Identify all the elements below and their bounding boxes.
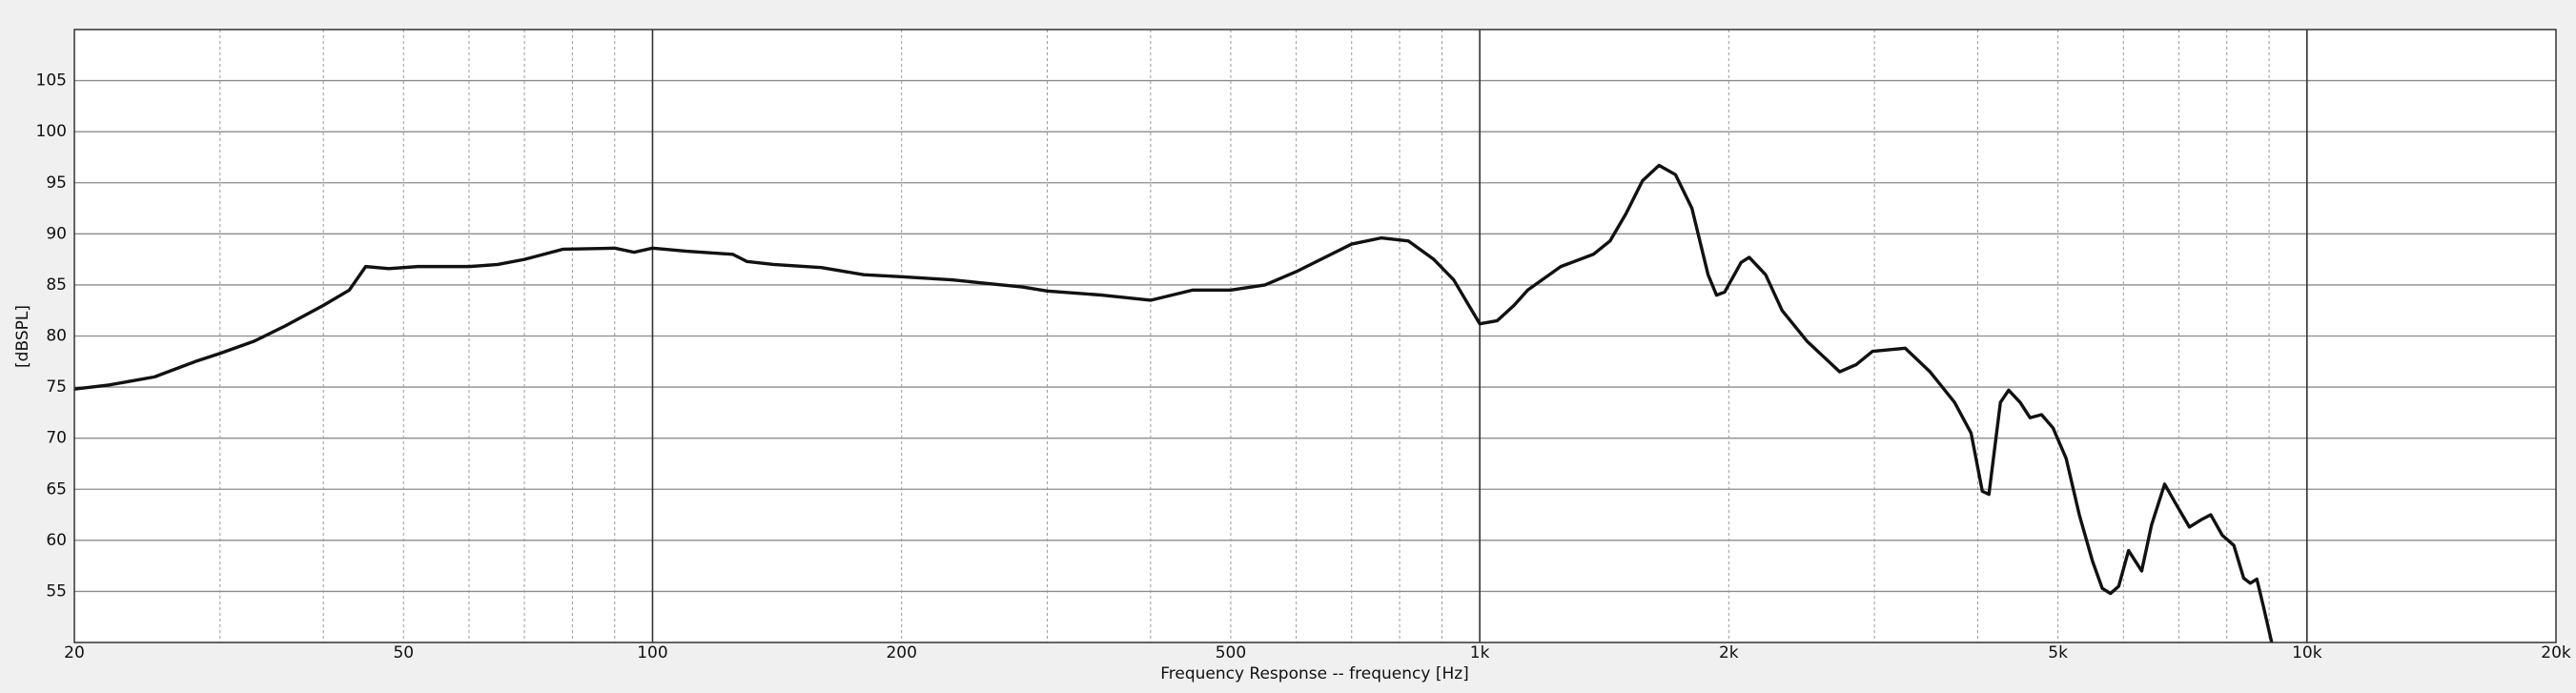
y-tick-label: 90 [46,224,67,243]
y-tick-label: 70 [46,429,67,448]
curve-layer [74,163,2274,642]
y-tick-label: 60 [46,531,67,550]
x-tick-label: 100 [637,643,667,662]
y-tick-label: 65 [46,479,67,499]
x-tick-label: 2k [1719,643,1739,662]
x-axis-label: Frequency Response -- frequency [Hz] [1160,664,1469,683]
x-tick-label: 500 [1216,643,1246,662]
y-tick-label: 85 [46,275,67,295]
y-axis-label: [dBSPL] [13,305,32,368]
x-tick-label: 1k [1470,643,1490,662]
y-tick-label: 80 [46,327,67,346]
y-tick-label: 105 [36,71,67,91]
plot-frame [73,29,2557,643]
x-tick-label: 20 [64,643,85,662]
x-tick-label: 200 [886,643,916,662]
x-tick-label: 10k [2292,643,2322,662]
y-tick-label: 95 [46,173,67,193]
y-tick-label: 100 [36,122,67,141]
x-tick-label: 5k [2048,643,2068,662]
y-tick-label: 75 [46,377,67,397]
grid [73,30,2557,642]
x-tick-label: 50 [393,643,414,662]
x-tick-label: 20k [2541,643,2571,662]
y-tick-label: 55 [46,581,67,601]
response-curve [74,163,2274,642]
